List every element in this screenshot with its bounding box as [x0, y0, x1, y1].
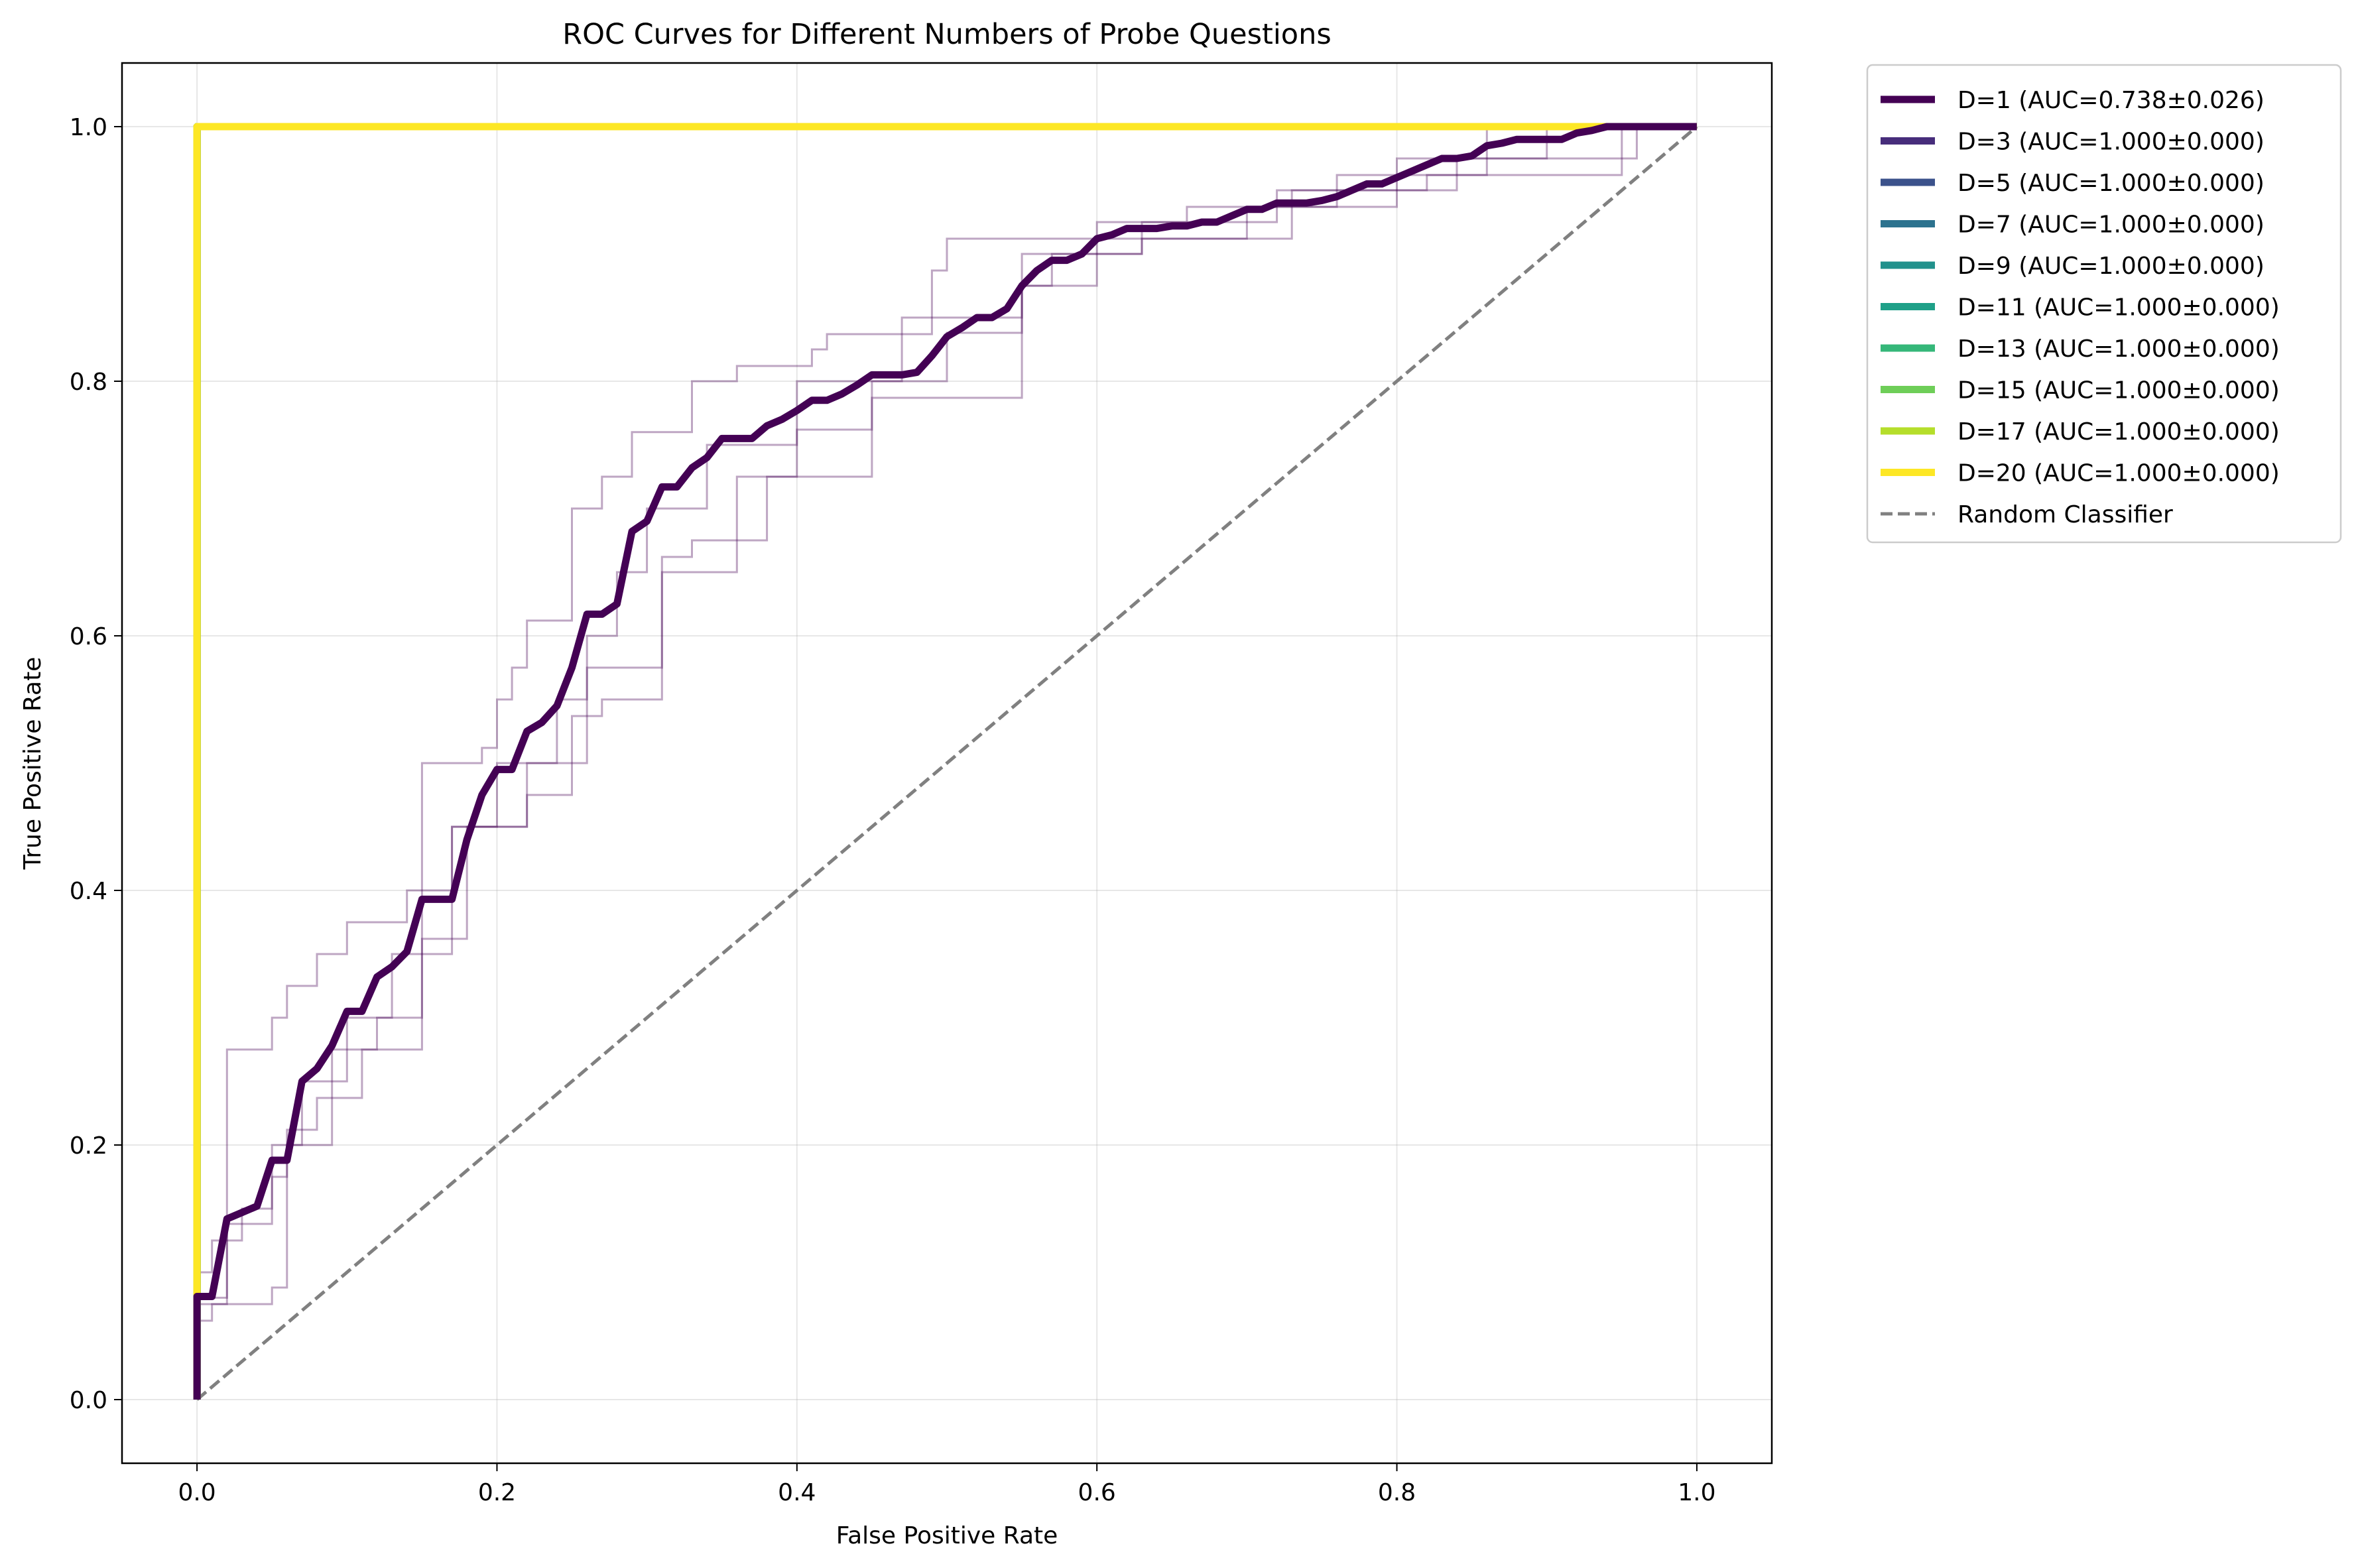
chart-title: ROC Curves for Different Numbers of Prob…	[562, 18, 1332, 51]
x-tick-label: 0.6	[1078, 1479, 1116, 1506]
plot-frame	[121, 62, 1773, 1465]
series-line	[193, 123, 1697, 1400]
legend-entry: Random Classifier	[1957, 501, 2173, 528]
legend-entry: D=9 (AUC=1.000±0.000)	[1957, 253, 2265, 280]
y-axis-label: True Positive Rate	[19, 657, 46, 871]
legend-entry: D=11 (AUC=1.000±0.000)	[1957, 294, 2280, 322]
legend-entry: D=1 (AUC=0.738±0.026)	[1957, 87, 2265, 114]
series-lines	[193, 123, 1698, 1401]
x-tick-label: 0.4	[778, 1479, 816, 1506]
fold-curve	[196, 125, 1697, 1400]
y-axis-ticks: 0.0 0.2 0.4 0.6 0.8 1.0	[70, 114, 122, 1414]
legend-entry: D=20 (AUC=1.000±0.000)	[1957, 460, 2280, 487]
y-tick-label: 0.0	[70, 1387, 107, 1414]
x-axis-label: False Positive Rate	[836, 1522, 1058, 1549]
y-tick-label: 0.2	[70, 1132, 107, 1160]
x-tick-label: 0.0	[178, 1479, 216, 1506]
y-tick-label: 0.8	[70, 369, 107, 396]
legend-entry: D=15 (AUC=1.000±0.000)	[1957, 377, 2280, 404]
y-tick-label: 0.6	[70, 623, 107, 650]
series-line	[193, 123, 1697, 1400]
series-line	[196, 125, 1698, 1401]
x-tick-label: 0.2	[478, 1479, 516, 1506]
grid	[122, 63, 1772, 1463]
x-tick-label: 0.8	[1378, 1479, 1416, 1506]
legend-entry: D=3 (AUC=1.000±0.000)	[1957, 129, 2265, 156]
legend-entry: D=17 (AUC=1.000±0.000)	[1957, 418, 2280, 446]
x-tick-label: 1.0	[1678, 1479, 1715, 1506]
y-tick-label: 1.0	[70, 114, 107, 141]
legend: D=1 (AUC=0.738±0.026) D=3 (AUC=1.000±0.00…	[1866, 64, 2342, 544]
x-axis-ticks: 0.0 0.2 0.4 0.6 0.8 1.0	[178, 1463, 1716, 1506]
legend-box	[1866, 64, 2342, 544]
legend-entry: D=13 (AUC=1.000±0.000)	[1957, 335, 2280, 363]
y-tick-label: 0.4	[70, 878, 107, 905]
fold-curve	[196, 125, 1697, 1400]
legend-entry: D=5 (AUC=1.000±0.000)	[1957, 170, 2265, 197]
legend-entry: D=7 (AUC=1.000±0.000)	[1957, 211, 2265, 239]
